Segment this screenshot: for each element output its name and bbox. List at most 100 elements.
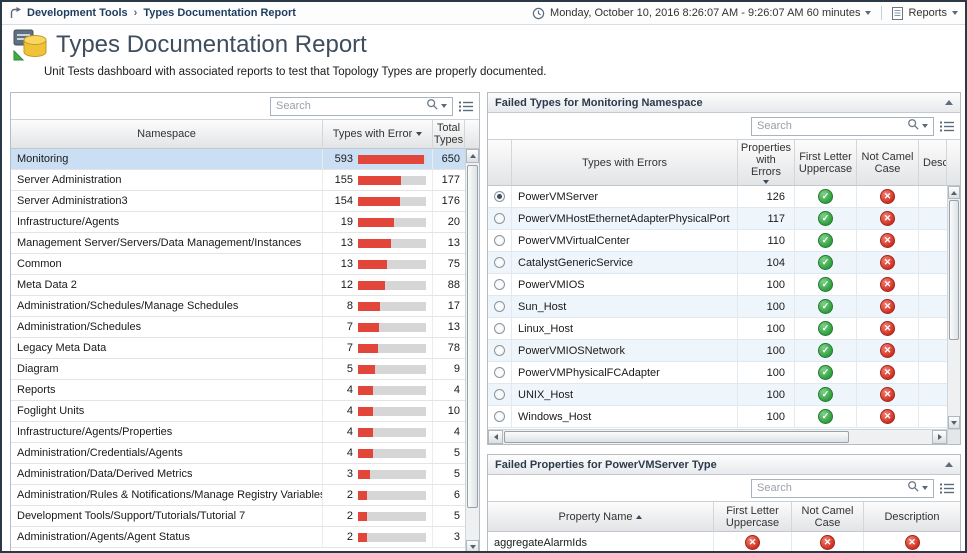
namespace-row[interactable]: Administration/Rules & Notifications/Man…	[11, 485, 465, 506]
row-radio[interactable]	[494, 213, 505, 224]
namespace-row[interactable]: Legacy Meta Data 7 78	[11, 338, 465, 359]
types-with-error-cell: 13	[323, 233, 433, 253]
first-letter-uppercase-column-header[interactable]: First Letter Uppercase	[795, 140, 857, 185]
scroll-up-button[interactable]	[466, 149, 479, 163]
first-letter-uppercase-column-header[interactable]: First Letter Uppercase	[714, 502, 792, 531]
table-customizer-icon[interactable]	[459, 100, 474, 113]
first-letter-status-icon: ✓	[818, 299, 833, 314]
properties-with-errors-value: 100	[738, 318, 795, 339]
namespace-row[interactable]: Administration/Data/Derived Metrics 3 5	[11, 464, 465, 485]
namespace-row[interactable]: Management Server/Servers/Data Managemen…	[11, 233, 465, 254]
namespace-row[interactable]: Development Tools/Support/Tutorials/Tuto…	[11, 506, 465, 527]
error-bar-fill	[358, 154, 424, 164]
breadcrumb-development-tools[interactable]: Development Tools	[27, 7, 128, 19]
scroll-up-button[interactable]	[948, 186, 960, 199]
reports-caret-icon[interactable]	[952, 11, 958, 15]
description-column-header[interactable]: Description	[919, 140, 947, 185]
namespace-row[interactable]: Diagram 5 9	[11, 359, 465, 380]
row-radio[interactable]	[494, 323, 505, 334]
error-bar-fill	[358, 511, 367, 521]
failed-type-row[interactable]: PowerVMVirtualCenter 110 ✓ ✕	[488, 230, 947, 252]
namespace-row[interactable]: Foglight Units 4 10	[11, 401, 465, 422]
table-customizer-icon[interactable]	[940, 482, 955, 495]
first-letter-uppercase-cell: ✓	[795, 252, 857, 273]
description-cell	[919, 296, 947, 317]
properties-with-errors-column-header[interactable]: Properties with Errors	[738, 140, 795, 185]
row-radio[interactable]	[494, 279, 505, 290]
namespace-row[interactable]: Administration/Credentials/Agents 4 5	[11, 443, 465, 464]
time-range-caret-icon[interactable]	[865, 11, 872, 15]
failed-types-horizontal-scrollbar[interactable]	[488, 429, 960, 444]
namespace-row[interactable]: Administration/Schedules 7 13	[11, 317, 465, 338]
not-camel-case-column-header[interactable]: Not Camel Case	[857, 140, 919, 185]
not-camel-case-column-header[interactable]: Not Camel Case	[792, 502, 864, 531]
namespace-row[interactable]: Infrastructure/Agents/Properties 4 4	[11, 422, 465, 443]
row-radio[interactable]	[494, 367, 505, 378]
namespaces-search-input[interactable]	[271, 100, 421, 112]
failed-type-row[interactable]: CatalystGenericService 104 ✓ ✕	[488, 252, 947, 274]
not-camel-case-cell: ✕	[857, 230, 919, 251]
namespace-name: Infrastructure/Agents	[11, 212, 323, 232]
first-letter-status-icon: ✓	[818, 277, 833, 292]
types-with-error-cell: 12	[323, 275, 433, 295]
failed-type-row[interactable]: Sun_Host 100 ✓ ✕	[488, 296, 947, 318]
namespaces-vertical-scrollbar[interactable]	[465, 149, 479, 551]
types-with-errors-column-header[interactable]: Types with Errors	[512, 140, 738, 185]
row-radio[interactable]	[494, 191, 505, 202]
first-letter-status-icon: ✓	[818, 343, 833, 358]
types-with-error-column-header[interactable]: Types with Error	[323, 120, 433, 148]
failed-type-row[interactable]: PowerVMHostEthernetAdapterPhysicalPort 1…	[488, 208, 947, 230]
failed-type-row[interactable]: PowerVMPhysicalFCAdapter 100 ✓ ✕	[488, 362, 947, 384]
row-radio[interactable]	[494, 301, 505, 312]
namespace-row[interactable]: Server Administration 155 177	[11, 170, 465, 191]
total-types-cell: 177	[441, 174, 460, 186]
row-radio[interactable]	[494, 411, 505, 422]
namespace-column-header[interactable]: Namespace	[11, 120, 323, 148]
table-customizer-icon[interactable]	[940, 120, 955, 133]
scroll-thumb[interactable]	[467, 165, 478, 508]
scroll-thumb[interactable]	[504, 431, 849, 443]
namespace-row[interactable]: Administration/Agents/Agent Status 2 3	[11, 527, 465, 548]
row-radio[interactable]	[494, 345, 505, 356]
scroll-down-button[interactable]	[948, 416, 960, 429]
failed-type-row[interactable]: UNIX_Host 100 ✓ ✕	[488, 384, 947, 406]
total-types-column-header[interactable]: Total Types	[433, 120, 465, 148]
search-button[interactable]	[902, 118, 933, 135]
failed-properties-search-input[interactable]	[752, 482, 902, 494]
failed-type-row[interactable]: PowerVMIOSNetwork 100 ✓ ✕	[488, 340, 947, 362]
search-icon	[907, 117, 919, 135]
failed-type-row[interactable]: PowerVMServer 126 ✓ ✕	[488, 186, 947, 208]
failed-type-row[interactable]: Windows_Host 100 ✓ ✕	[488, 406, 947, 428]
collapse-panel-icon[interactable]	[945, 100, 953, 105]
failed-type-row[interactable]: Linux_Host 100 ✓ ✕	[488, 318, 947, 340]
row-radio[interactable]	[494, 235, 505, 246]
collapse-panel-icon[interactable]	[945, 462, 953, 467]
namespace-row[interactable]: Common 13 75	[11, 254, 465, 275]
namespace-row[interactable]: Meta Data 2 12 88	[11, 275, 465, 296]
scroll-thumb[interactable]	[949, 200, 959, 340]
namespace-row[interactable]: Infrastructure/Agents 19 20	[11, 212, 465, 233]
namespace-name: Management Server/Servers/Data Managemen…	[11, 233, 323, 253]
camel-case-status-icon: ✕	[880, 189, 895, 204]
not-camel-case-cell: ✕	[857, 362, 919, 383]
failed-types-vertical-scrollbar[interactable]	[947, 186, 960, 429]
description-column-header[interactable]: Description	[884, 510, 940, 523]
reports-menu[interactable]: Reports	[908, 7, 947, 19]
failed-types-search-input[interactable]	[752, 120, 902, 132]
namespace-row[interactable]: Server Administration3 154 176	[11, 191, 465, 212]
scroll-down-button[interactable]	[466, 540, 479, 551]
search-button[interactable]	[902, 480, 933, 497]
time-range-label[interactable]: Monday, October 10, 2016 8:26:07 AM - 9:…	[550, 7, 861, 19]
row-radio[interactable]	[494, 389, 505, 400]
namespace-row[interactable]: Monitoring 593 650	[11, 149, 465, 170]
scroll-left-button[interactable]	[488, 430, 503, 444]
scroll-right-button[interactable]	[932, 430, 947, 444]
search-button[interactable]	[421, 98, 452, 115]
row-radio[interactable]	[494, 257, 505, 268]
property-name-column-header[interactable]: Property Name	[488, 502, 714, 531]
radio-cell	[488, 406, 512, 427]
namespace-row[interactable]: Reports 4 4	[11, 380, 465, 401]
failed-property-row[interactable]: aggregateAlarmIds ✕ ✕ ✕	[488, 532, 960, 551]
failed-type-row[interactable]: PowerVMIOS 100 ✓ ✕	[488, 274, 947, 296]
namespace-row[interactable]: Administration/Schedules/Manage Schedule…	[11, 296, 465, 317]
